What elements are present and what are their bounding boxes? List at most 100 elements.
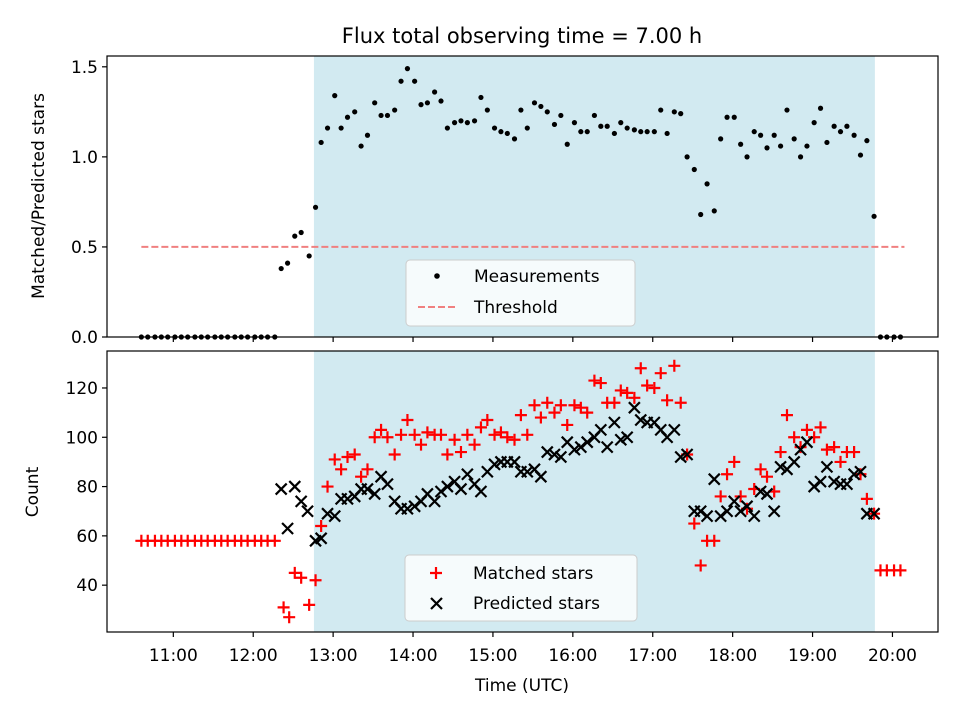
measurement-point: [498, 129, 504, 135]
predicted-star-point: [854, 465, 867, 479]
matched-star-point: [335, 463, 348, 476]
predicted-star-point: [620, 430, 634, 444]
matched-star-point: [860, 492, 873, 505]
measurement-point: [324, 125, 331, 131]
predicted-star-point: [554, 450, 568, 464]
predicted-star-point: [580, 435, 594, 449]
predicted-star-point: [767, 504, 781, 518]
matched-star-point: [268, 534, 281, 547]
matched-star-point: [694, 559, 707, 572]
measurement-point: [464, 120, 470, 126]
measurement-point: [504, 130, 510, 137]
measurement-point: [392, 107, 398, 113]
measurement-point: [338, 125, 344, 131]
matched-star-point: [501, 431, 514, 444]
matched-star-point: [714, 490, 727, 503]
bottom-ylabel: Count: [23, 466, 43, 517]
x-tick-label: 14:00: [389, 646, 438, 666]
matched-star-point: [761, 470, 774, 483]
measurement-point: [538, 103, 544, 110]
matched-star-point: [481, 414, 494, 427]
x-tick-label: 19:00: [788, 646, 837, 666]
measurement-point: [491, 125, 498, 131]
matched-star-point: [368, 431, 381, 444]
measurement-point: [298, 229, 304, 236]
measurement-point: [364, 132, 371, 138]
legend-predicted-marker: [430, 597, 443, 610]
measurement-point: [344, 114, 351, 120]
matched-star-point: [774, 446, 787, 459]
matched-star-point: [754, 463, 767, 476]
measurement-point: [704, 181, 710, 187]
measurement-point: [817, 105, 824, 111]
measurement-point: [471, 118, 478, 124]
measurement-point: [558, 112, 564, 119]
matched-star-point: [594, 377, 607, 390]
predicted-star-point: [540, 445, 554, 459]
predicted-star-point: [680, 448, 694, 461]
measurement-point: [284, 260, 291, 266]
legend-matched-marker: [430, 567, 442, 579]
measurement-point: [738, 141, 744, 147]
matched-star-point: [355, 470, 368, 483]
matched-star-point: [388, 448, 401, 461]
predicted-star-point: [368, 487, 381, 501]
matched-star-point: [561, 418, 574, 431]
matched-star-point: [521, 428, 534, 441]
matched-star-point: [661, 394, 674, 407]
measurement-point: [524, 125, 530, 131]
y-tick-label: 40: [76, 576, 98, 596]
matched-star-point: [341, 450, 354, 463]
predicted-star-point: [820, 460, 834, 474]
measurement-point: [584, 129, 590, 135]
measurement-point: [691, 166, 697, 173]
legend-measurements-marker: [434, 273, 440, 279]
matched-star-point: [721, 468, 734, 481]
measurement-point: [777, 143, 784, 149]
predicted-star-point: [274, 482, 288, 496]
measurement-point: [418, 102, 424, 108]
predicted-star-point: [288, 480, 302, 493]
predicted-star-point: [314, 532, 328, 545]
predicted-star-point: [740, 500, 754, 513]
predicted-star-point: [534, 470, 548, 483]
measurement-point: [824, 139, 830, 146]
measurement-point: [797, 154, 804, 160]
predicted-star-point: [321, 507, 334, 520]
matched-star-point: [554, 399, 567, 412]
y-tick-label: 0.0: [71, 328, 98, 348]
measurement-point: [851, 132, 857, 138]
matched-star-point: [309, 574, 322, 587]
measurement-point: [804, 143, 810, 149]
predicted-star-point: [700, 509, 714, 523]
matched-star-point: [548, 406, 561, 419]
measurement-point: [312, 204, 319, 210]
matched-star-point: [315, 520, 328, 533]
matched-star-point: [514, 409, 527, 422]
measurement-point: [744, 154, 750, 160]
measurement-point: [791, 136, 797, 142]
x-tick-label: 17:00: [628, 646, 677, 666]
measurement-point: [292, 233, 298, 239]
matched-star-point: [508, 433, 521, 446]
matched-star-point: [614, 384, 627, 397]
matched-star-point: [848, 446, 861, 459]
predicted-star-point: [608, 416, 621, 429]
measurement-point: [618, 120, 624, 126]
predicted-star-point: [840, 477, 854, 491]
predicted-star-point: [867, 507, 881, 520]
y-tick-label: 1.5: [71, 58, 98, 78]
predicted-star-point: [301, 504, 314, 518]
measurement-point: [711, 208, 717, 214]
measurement-point: [837, 129, 844, 135]
measurement-point: [484, 107, 490, 113]
predicted-star-point: [294, 495, 308, 508]
matched-star-point: [461, 428, 474, 441]
measurement-point: [638, 129, 644, 135]
x-tick-label: 18:00: [708, 646, 757, 666]
predicted-star-point: [521, 465, 534, 479]
measurement-point: [758, 132, 764, 138]
matched-star-point: [588, 374, 601, 387]
measurement-point: [451, 120, 458, 126]
